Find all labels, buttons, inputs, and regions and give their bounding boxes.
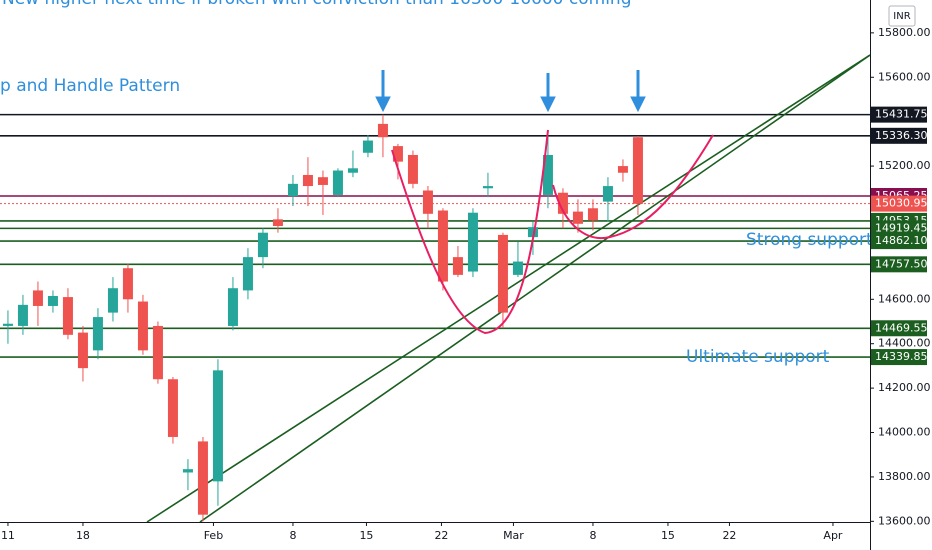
candle-body (287, 183, 298, 197)
arrows (375, 70, 646, 113)
y-tick-label: 13600.00 (878, 514, 931, 527)
candle-body (272, 219, 283, 227)
candle-body (242, 257, 253, 291)
y-tick-label: 15600.00 (878, 70, 931, 83)
candle-body (542, 154, 553, 195)
price-label-box (871, 233, 927, 250)
candle-body (167, 379, 178, 437)
candle-body (512, 261, 523, 275)
candle-body (32, 290, 43, 306)
y-tick-label: 14000.00 (878, 426, 931, 439)
price-label-box (871, 127, 927, 144)
price-lines (0, 113, 870, 358)
candle-body (257, 232, 268, 258)
x-tick-label: 15 (661, 529, 675, 542)
candle-body (152, 325, 163, 380)
price-label-box (871, 256, 927, 273)
candle-body (527, 227, 538, 238)
axis-labels: 15800.00 15600.00 15200.00 14600.00 14400.00… (1, 26, 931, 542)
price-label: 14469.55 (875, 321, 928, 334)
x-tick-label: Mar (503, 529, 524, 542)
price-label: 14757.50 (875, 257, 928, 270)
x-tick-label: 8 (289, 529, 296, 542)
y-tick-label: 14200.00 (878, 381, 931, 394)
y-tick-label: 14600.00 (878, 292, 931, 305)
candle-body (2, 323, 13, 326)
candle-body (302, 174, 313, 187)
x-tick-label: Apr (823, 529, 843, 542)
price-label: 15431.75 (875, 108, 928, 121)
candle-body (602, 186, 613, 202)
price-label: 14919.45 (875, 221, 928, 234)
candle-body (212, 370, 223, 482)
annotation: p and Handle Pattern (0, 76, 180, 96)
candle-body (17, 304, 28, 326)
price-label-box (871, 349, 927, 366)
time-axis (0, 522, 932, 550)
candle-body (407, 154, 418, 184)
trend-line (199, 54, 870, 522)
candle-body (122, 268, 133, 300)
candle-body (362, 140, 373, 153)
candle-body (107, 288, 118, 313)
candle-body (92, 317, 103, 351)
candle-body (422, 190, 433, 214)
candle-body (377, 123, 388, 138)
annotation: Ultimate support (686, 347, 830, 367)
price-label: 15030.95 (875, 197, 928, 210)
x-tick-label: 15 (359, 529, 373, 542)
price-label-box (871, 220, 927, 237)
currency-box[interactable] (888, 5, 916, 27)
handle-curve (552, 134, 714, 239)
candle-body (452, 257, 463, 275)
price-axis (870, 0, 932, 550)
candle-body (332, 170, 343, 195)
x-tick-label: 11 (1, 529, 15, 542)
price-label: 14339.85 (875, 350, 928, 363)
x-tick-label: 8 (589, 529, 596, 542)
candle-body (632, 137, 643, 204)
plot-area: New higher next time if broken with conv… (0, 0, 873, 522)
candle-body (497, 234, 508, 313)
candle-body (347, 168, 358, 173)
candle-body (182, 469, 193, 473)
currency: INR (893, 11, 910, 22)
x-tick-label: 22 (434, 529, 448, 542)
candle-body (137, 301, 148, 351)
candle-body (197, 441, 208, 515)
x-tick-label: Feb (204, 529, 223, 542)
price-label-box (871, 320, 927, 337)
y-tick-label: 14400.00 (878, 337, 931, 350)
candle-body (317, 177, 328, 185)
headline: New higher next time if broken with conv… (2, 0, 632, 9)
y-tick-label: 13800.00 (878, 470, 931, 483)
candle-body (587, 208, 598, 221)
x-tick-label: 18 (76, 529, 90, 542)
candle-body (437, 210, 448, 282)
price-label: 15336.30 (875, 129, 928, 142)
price-label: 14862.10 (875, 234, 928, 247)
candle-body (617, 166, 628, 173)
candle-body (47, 295, 58, 306)
price-label-box (871, 106, 927, 123)
price-label-box (871, 195, 927, 212)
x-tick-label: 22 (722, 529, 736, 542)
cup-curve (391, 129, 549, 335)
candles (2, 114, 643, 522)
y-tick-label: 15200.00 (878, 159, 931, 172)
candle-body (227, 288, 238, 326)
candle-body (62, 297, 73, 335)
candle-body (392, 146, 403, 162)
candle-body (467, 212, 478, 272)
trend-line (146, 54, 870, 522)
candle-body (572, 211, 583, 224)
annotation: Strong support (746, 230, 873, 250)
candle-body (482, 186, 493, 189)
candle-body (77, 332, 88, 369)
candle-body (557, 192, 568, 214)
y-tick-label: 15800.00 (878, 26, 931, 39)
